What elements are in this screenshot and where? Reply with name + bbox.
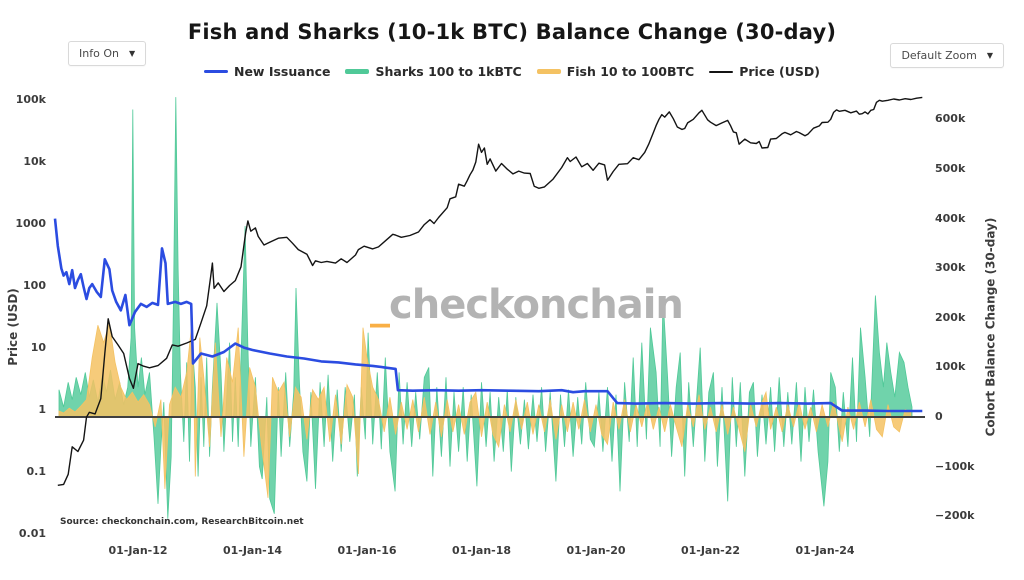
left-axis-tick-label: 10k [23,154,46,168]
legend-item-sharks-100-to-1kbtc[interactable]: Sharks 100 to 1kBTC [345,64,522,79]
legend-swatch-icon [709,70,734,73]
chevron-down-icon: ▼ [986,51,993,60]
left-axis-tick-label: 1 [38,402,46,416]
chevron-down-icon: ▼ [128,49,136,58]
x-axis-tick-label: 01-Jan-24 [795,544,855,557]
right-axis-tick-label: 200k [935,310,966,324]
legend-label: Price (USD) [739,64,821,79]
new-issuance-line-series [53,218,923,413]
legend-label: Sharks 100 to 1kBTC [375,64,522,79]
left-axis-tick-label: 100k [15,92,46,106]
x-axis-tick-label: 01-Jan-12 [108,544,168,557]
left-axis-tick-label: 0.1 [26,464,47,478]
right-axis-tick-label: 400k [935,211,966,225]
sharks-100-to-1kbtc-area-series [58,97,913,519]
source-attribution: Source: checkonchain.com, ResearchBitcoi… [60,517,304,527]
default-zoom-label: Default Zoom [901,49,977,62]
legend-item-new-issuance[interactable]: New Issuance [203,64,331,79]
info-toggle-dropdown[interactable]: Info On ▼ [68,41,147,66]
right-axis-tick-label: −200k [935,509,975,523]
chart-legend: New Issuance Sharks 100 to 1kBTC Fish 10 t… [0,64,1024,79]
left-axis-title: Price (USD) [5,288,20,366]
left-axis-tick-label: 100 [23,278,46,292]
x-axis-tick-label: 01-Jan-16 [337,544,397,557]
legend-item-fish-10-to-100btc[interactable]: Fish 10 to 100BTC [536,64,695,79]
right-axis-title: Cohort Balance Change (30-day) [983,217,998,437]
x-axis-tick-label: 01-Jan-20 [566,544,626,557]
right-axis-tick-label: 100k [935,360,966,374]
legend-label: Fish 10 to 100BTC [566,64,695,79]
legend-swatch-icon [536,69,561,74]
fish-10-to-100btc-area-series [58,317,912,498]
right-axis-tick-label: 0 [935,410,943,423]
right-axis-tick-label: −100k [935,459,975,473]
x-axis-tick-label: 01-Jan-14 [222,544,283,557]
left-axis-tick-label: 10 [30,340,46,354]
x-axis-tick-label: 01-Jan-18 [451,544,512,557]
legend-swatch-icon [345,69,370,74]
x-axis-tick-label: 01-Jan-22 [680,544,741,557]
right-axis-tick-label: 300k [935,261,966,275]
price-usd--line-series [57,96,923,486]
legend-swatch-icon [203,70,228,73]
right-axis-tick-label: 500k [935,162,966,175]
right-axis-tick-label: 600k [935,112,966,126]
left-axis-tick-label: 0.01 [18,526,46,540]
info-toggle-label: Info On [79,47,119,60]
default-zoom-dropdown[interactable]: Default Zoom ▼ [890,43,1004,68]
legend-item-price-usd-[interactable]: Price (USD) [709,64,820,79]
page-title: Fish and Sharks (10-1k BTC) Balance Chan… [187,20,837,44]
left-axis-tick-label: 1000 [15,216,46,230]
legend-label: New Issuance [233,64,331,79]
